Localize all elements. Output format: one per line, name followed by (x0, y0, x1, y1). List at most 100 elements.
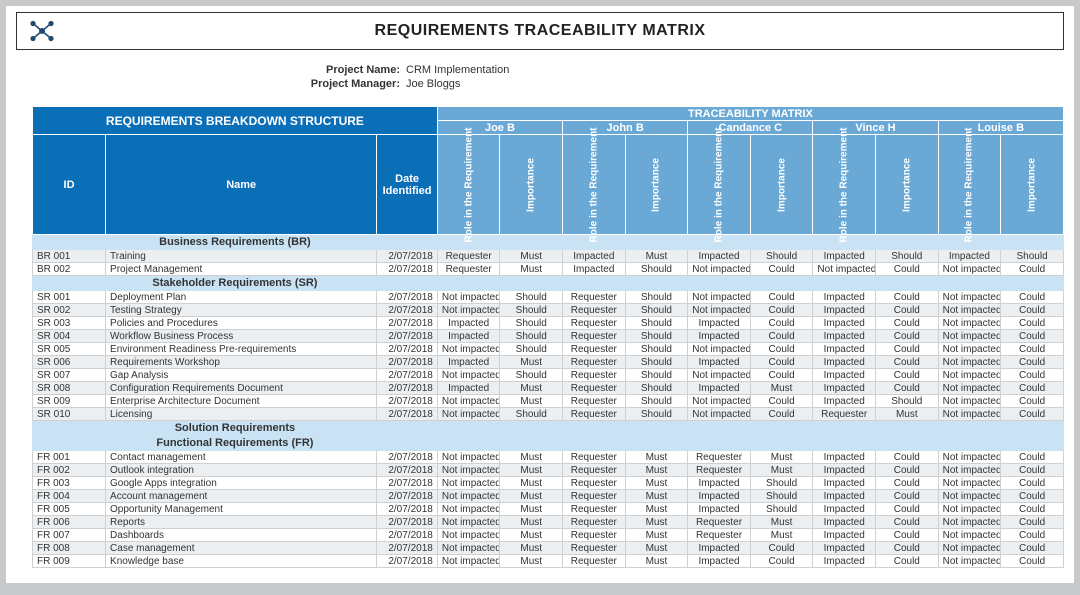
matrix-container: REQUIREMENTS BREAKDOWN STRUCTURETRACEABI… (32, 106, 1064, 568)
cell-id: BR 001 (33, 250, 106, 263)
cell-value: Impacted (813, 369, 876, 382)
cell-value: Impacted (813, 555, 876, 568)
cell-value: Not impacted (938, 408, 1001, 421)
cell-name: Testing Strategy (106, 304, 377, 317)
cell-value: Impacted (813, 451, 876, 464)
cell-value: Not impacted (938, 395, 1001, 408)
cell-date: 2/07/2018 (377, 490, 438, 503)
cell-value: Must (625, 529, 688, 542)
cell-value: Should (750, 477, 813, 490)
cell-value: Must (500, 477, 563, 490)
cell-value: Requester (563, 490, 626, 503)
cell-value: Not impacted (813, 263, 876, 276)
cell-value: Not impacted (938, 464, 1001, 477)
cell-value: Not impacted (437, 464, 500, 477)
cell-value: Requester (563, 477, 626, 490)
cell-value: Impacted (813, 343, 876, 356)
cell-value: Impacted (437, 356, 500, 369)
project-manager-value: Joe Bloggs (406, 78, 460, 90)
cell-id: FR 005 (33, 503, 106, 516)
rbs-band-header: REQUIREMENTS BREAKDOWN STRUCTURE (33, 107, 438, 135)
cell-value: Must (750, 516, 813, 529)
cell-date: 2/07/2018 (377, 382, 438, 395)
table-row: FR 009Knowledge base2/07/2018Not impacte… (33, 555, 1064, 568)
cell-value: Impacted (563, 263, 626, 276)
cell-value: Could (1001, 408, 1064, 421)
cell-name: Policies and Procedures (106, 317, 377, 330)
person-header: Joe B (437, 121, 562, 135)
cell-id: SR 004 (33, 330, 106, 343)
cell-date: 2/07/2018 (377, 304, 438, 317)
cell-value: Could (1001, 490, 1064, 503)
cell-value: Should (500, 330, 563, 343)
cell-value: Requester (563, 542, 626, 555)
cell-date: 2/07/2018 (377, 317, 438, 330)
cell-name: Contact management (106, 451, 377, 464)
document-title: REQUIREMENTS TRACEABILITY MATRIX (17, 22, 1063, 40)
cell-value: Could (1001, 464, 1064, 477)
cell-value: Must (500, 356, 563, 369)
cell-value: Should (750, 250, 813, 263)
cell-name: Project Management (106, 263, 377, 276)
cell-value: Could (1001, 382, 1064, 395)
person-header: Candance C (688, 121, 813, 135)
table-row: FR 005Opportunity Management2/07/2018Not… (33, 503, 1064, 516)
cell-id: SR 005 (33, 343, 106, 356)
cell-name: Dashboards (106, 529, 377, 542)
cell-value: Impacted (688, 477, 751, 490)
tm-band-header: TRACEABILITY MATRIX (437, 107, 1063, 121)
cell-value: Not impacted (938, 304, 1001, 317)
cell-value: Requester (563, 516, 626, 529)
cell-value: Not impacted (938, 343, 1001, 356)
cell-value: Could (876, 304, 939, 317)
cell-value: Must (500, 250, 563, 263)
cell-id: SR 003 (33, 317, 106, 330)
cell-value: Impacted (813, 529, 876, 542)
cell-value: Impacted (688, 490, 751, 503)
table-row: FR 008Case management2/07/2018Not impact… (33, 542, 1064, 555)
cell-value: Could (876, 490, 939, 503)
cell-value: Not impacted (437, 555, 500, 568)
cell-value: Impacted (813, 464, 876, 477)
section-fill (437, 436, 1063, 451)
cell-date: 2/07/2018 (377, 503, 438, 516)
cell-id: BR 002 (33, 263, 106, 276)
cell-value: Not impacted (688, 343, 751, 356)
cell-name: Requirements Workshop (106, 356, 377, 369)
cell-value: Not impacted (437, 477, 500, 490)
cell-value: Requester (563, 343, 626, 356)
cell-value: Requester (688, 451, 751, 464)
cell-value: Not impacted (437, 369, 500, 382)
cell-value: Requester (563, 291, 626, 304)
cell-value: Not impacted (938, 529, 1001, 542)
cell-value: Not impacted (688, 395, 751, 408)
cell-value: Must (625, 464, 688, 477)
cell-date: 2/07/2018 (377, 542, 438, 555)
table-row: SR 008Configuration Requirements Documen… (33, 382, 1064, 395)
cell-value: Requester (563, 408, 626, 421)
cell-value: Requester (688, 464, 751, 477)
cell-value: Could (876, 369, 939, 382)
cell-value: Could (1001, 516, 1064, 529)
cell-value: Could (876, 529, 939, 542)
cell-value: Requester (563, 382, 626, 395)
cell-value: Impacted (437, 317, 500, 330)
cell-value: Impacted (813, 382, 876, 395)
cell-value: Impacted (688, 503, 751, 516)
vertical-header-importance: Importance (750, 135, 813, 235)
cell-value: Requester (563, 317, 626, 330)
cell-value: Must (500, 503, 563, 516)
cell-value: Must (500, 529, 563, 542)
cell-value: Impacted (813, 542, 876, 555)
table-row: FR 002Outlook integration2/07/2018Not im… (33, 464, 1064, 477)
table-row: FR 007Dashboards2/07/2018Not impactedMus… (33, 529, 1064, 542)
cell-value: Must (500, 542, 563, 555)
vertical-header-role: Role in the Requirement (938, 135, 1001, 235)
cell-value: Must (500, 263, 563, 276)
vertical-header-role: Role in the Requirement (688, 135, 751, 235)
cell-value: Should (876, 395, 939, 408)
cell-value: Could (876, 542, 939, 555)
table-row: SR 010Licensing2/07/2018Not impactedShou… (33, 408, 1064, 421)
cell-value: Requester (688, 516, 751, 529)
cell-value: Should (625, 330, 688, 343)
